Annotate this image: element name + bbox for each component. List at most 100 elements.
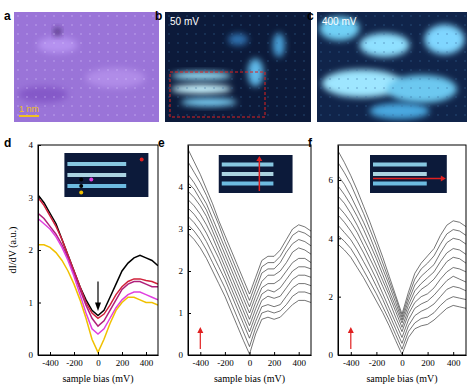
- lattice-dot: [35, 15, 37, 17]
- lattice-dot: [267, 96, 269, 98]
- image-background: [165, 12, 311, 122]
- lattice-dot: [267, 51, 269, 53]
- lattice-dot: [186, 60, 188, 62]
- lattice-dot: [62, 78, 64, 80]
- lattice-dot: [285, 24, 287, 26]
- lattice-dot: [446, 114, 448, 116]
- lattice-dot: [267, 60, 269, 62]
- x-axis-line: [339, 355, 467, 356]
- y-tick-mark: [38, 198, 41, 199]
- lattice-dot: [329, 60, 331, 62]
- lattice-dot: [428, 78, 430, 80]
- lattice-dot: [285, 15, 287, 17]
- lattice-dot: [143, 33, 145, 35]
- lattice-dot: [392, 114, 394, 116]
- lattice-dot: [267, 33, 269, 35]
- lattice-dot: [276, 33, 278, 35]
- lattice-dot: [437, 78, 439, 80]
- lattice-dot: [134, 24, 136, 26]
- lattice-dot: [401, 87, 403, 89]
- spectrum-line: [188, 174, 311, 306]
- inset-stripe: [67, 162, 126, 166]
- lattice-dot: [401, 114, 403, 116]
- lattice-dot: [276, 15, 278, 17]
- lattice-dot: [125, 51, 127, 53]
- lattice-dot: [26, 78, 28, 80]
- lattice-dot: [383, 42, 385, 44]
- lattice-dot: [89, 60, 91, 62]
- lattice-dot: [195, 105, 197, 107]
- y-tick-label: 4: [179, 182, 184, 192]
- lattice-dot: [428, 69, 430, 71]
- inset-dot: [79, 184, 83, 188]
- lattice-dot: [446, 15, 448, 17]
- spectrum-line: [188, 149, 311, 294]
- lattice-dot: [17, 15, 19, 17]
- lattice-dot: [392, 33, 394, 35]
- lattice-dot: [374, 33, 376, 35]
- lattice-dot: [276, 105, 278, 107]
- lattice-dot: [320, 96, 322, 98]
- x-tick-mark: [200, 352, 201, 355]
- lattice-dot: [177, 33, 179, 35]
- lattice-dot: [116, 24, 118, 26]
- spectrum-line: [188, 162, 311, 301]
- lattice-dot: [98, 78, 100, 80]
- x-tick: 200: [268, 352, 282, 368]
- lattice-dot: [258, 96, 260, 98]
- lattice-dot: [374, 42, 376, 44]
- inset-background: [64, 153, 148, 197]
- lattice-dot: [152, 69, 154, 71]
- lattice-dot: [401, 15, 403, 17]
- lattice-dot: [44, 15, 46, 17]
- lattice-dot: [419, 33, 421, 35]
- lattice-dot: [419, 15, 421, 17]
- lattice-dot: [89, 24, 91, 26]
- lattice-dot: [107, 60, 109, 62]
- lattice-dot: [383, 114, 385, 116]
- lattice-dot: [410, 105, 412, 107]
- lattice-dot: [44, 42, 46, 44]
- lattice-dot: [428, 33, 430, 35]
- lattice-dot: [17, 78, 19, 80]
- lattice-dot: [222, 42, 224, 44]
- lattice-dot: [303, 87, 305, 89]
- lattice-dot: [446, 60, 448, 62]
- lattice-dot: [231, 15, 233, 17]
- y-tick-label: 0: [329, 350, 334, 360]
- lattice-dot: [125, 60, 127, 62]
- lattice-dot: [320, 105, 322, 107]
- lattice-dot: [249, 114, 251, 116]
- lattice-dot: [53, 60, 55, 62]
- lattice-dot: [267, 24, 269, 26]
- image-feature: [18, 87, 68, 103]
- lattice-dot: [204, 60, 206, 62]
- lattice-dot: [392, 96, 394, 98]
- lattice-dot: [374, 105, 376, 107]
- panel-letter: b: [155, 9, 162, 23]
- lattice-dot: [347, 87, 349, 89]
- series-group: [38, 195, 158, 353]
- lattice-dot: [428, 15, 430, 17]
- lattice-dot: [419, 42, 421, 44]
- lattice-dot: [464, 78, 466, 80]
- lattice-dot: [338, 69, 340, 71]
- spectrum-line: [338, 176, 466, 320]
- lattice-dot: [410, 60, 412, 62]
- lattice-dot: [107, 24, 109, 26]
- lattice-dot: [240, 42, 242, 44]
- lattice-dot: [410, 96, 412, 98]
- plot-frame: [188, 145, 311, 355]
- lattice-dot: [98, 51, 100, 53]
- lattice-dot: [231, 60, 233, 62]
- lattice-dot: [98, 60, 100, 62]
- lattice-dot: [152, 114, 154, 116]
- lattice-dot: [455, 114, 457, 116]
- lattice-dot: [329, 114, 331, 116]
- lattice-dot: [455, 87, 457, 89]
- lattice-dot: [17, 51, 19, 53]
- lattice-dot: [285, 78, 287, 80]
- lattice-dot: [303, 78, 305, 80]
- lattice-dot: [374, 87, 376, 89]
- lattice-dot: [62, 114, 64, 116]
